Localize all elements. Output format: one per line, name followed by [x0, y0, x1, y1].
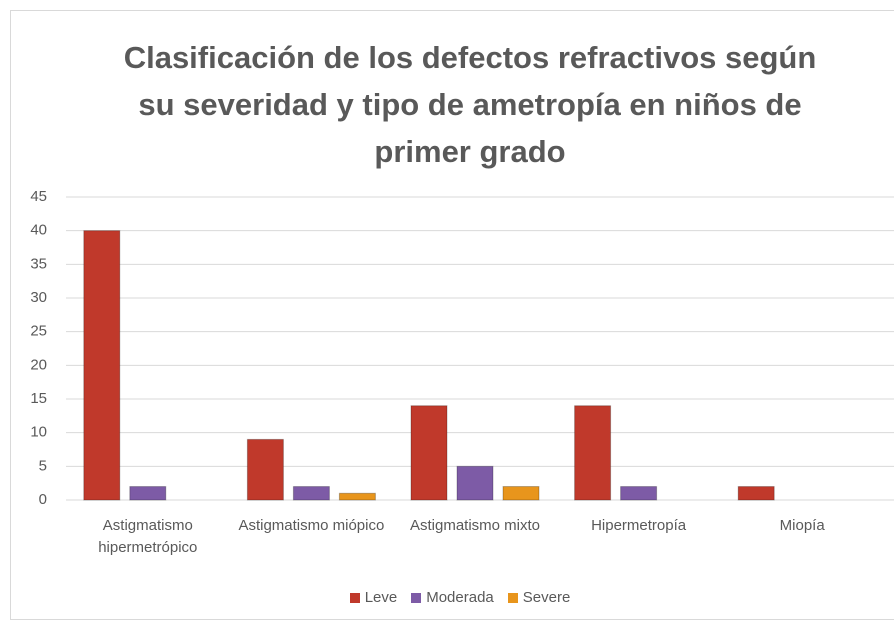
x-tick-label: Astigmatismo miópico: [238, 517, 385, 534]
bar: [502, 486, 540, 501]
bar: [574, 405, 612, 501]
bar: [83, 230, 121, 501]
bar: [410, 405, 448, 501]
y-tick-label: 45: [30, 188, 47, 205]
y-tick-label: 15: [30, 390, 47, 407]
legend-item: Leve: [349, 589, 398, 606]
x-tick-label: Miopía: [779, 517, 825, 534]
y-tick-label: 30: [30, 289, 47, 306]
y-tick-label: 10: [30, 424, 47, 441]
y-tick-label: 5: [39, 457, 47, 474]
chart-frame: [10, 10, 894, 620]
bar: [292, 486, 330, 501]
legend-label: Leve: [364, 589, 398, 606]
legend-item: Moderada: [411, 589, 494, 606]
legend-swatch: [411, 592, 422, 603]
y-tick-label: 35: [30, 255, 47, 272]
legend-swatch: [507, 592, 518, 603]
y-tick-label: 0: [39, 491, 47, 508]
legend-swatch: [349, 592, 360, 603]
legend-item: Severe: [507, 589, 571, 606]
x-tick-label: Hipermetropía: [591, 517, 687, 534]
legend-label: Severe: [522, 589, 571, 606]
bar: [456, 465, 494, 501]
chart-title: Clasificación de los defectos refractivo…: [123, 40, 817, 169]
bar: [620, 486, 658, 501]
y-tick-label: 25: [30, 323, 47, 340]
legend: Leve Moderada Severe: [0, 589, 894, 606]
legend-label: Moderada: [426, 589, 494, 606]
bar: [129, 486, 167, 501]
y-tick-label: 40: [30, 222, 47, 239]
bar: [246, 438, 284, 501]
bar: [338, 492, 376, 501]
y-tick-label: 20: [30, 356, 47, 373]
x-tick-label: Astigmatismo hipermetrópico: [98, 517, 198, 556]
x-tick-label: Astigmatismo mixto: [409, 517, 541, 534]
bar: [737, 486, 775, 501]
